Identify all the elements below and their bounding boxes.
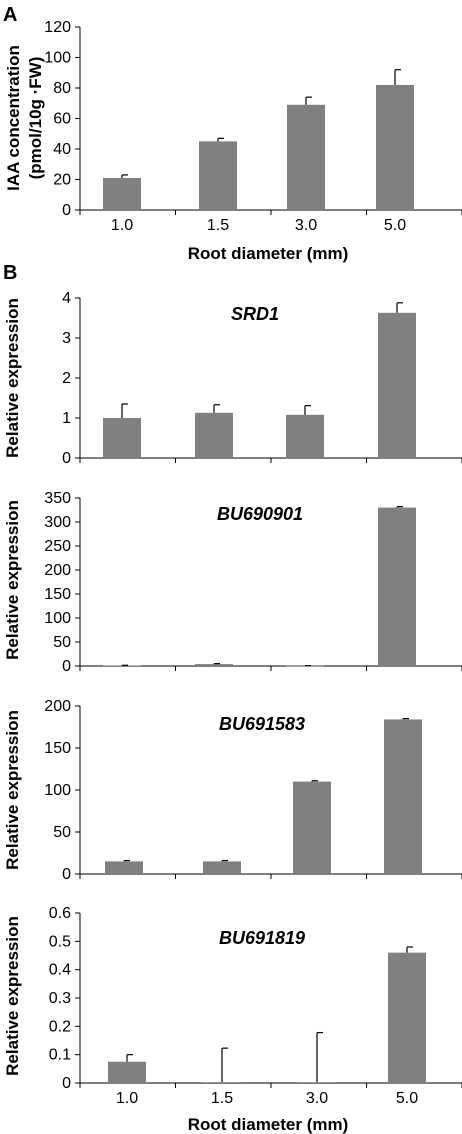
x-axis-label: Root diameter (mm) (188, 1115, 349, 1134)
y-tick-label: 40 (53, 141, 71, 158)
chart-panel-3: 0 50 100 150 200 250 300 350 Relative expression… (3, 490, 462, 675)
y-axis-label-line2: (pmol/10g ·FW) (26, 57, 45, 180)
panel-letter: A (3, 4, 17, 26)
x-axis-label: Root diameter (mm) (188, 244, 349, 263)
bar (195, 664, 233, 666)
x-tick-label: 5.0 (384, 217, 406, 234)
y-tick-label: 0 (62, 1075, 71, 1092)
y-axis-label: Relative expression (3, 500, 22, 660)
bar (203, 861, 241, 874)
y-tick-label: 100 (44, 782, 71, 799)
y-tick-label: 120 (44, 19, 71, 36)
y-tick-label: 0 (62, 658, 71, 675)
x-tick-label: 1.5 (211, 1090, 233, 1107)
y-tick-label: 60 (53, 111, 71, 128)
bar (286, 414, 324, 458)
bar (103, 418, 141, 458)
y-tick-label: 2 (62, 370, 71, 387)
bar (376, 84, 414, 210)
y-tick-label: 200 (44, 698, 71, 715)
y-axis-label: Relative expression (3, 298, 22, 458)
x-tick-label: 1.0 (116, 1090, 138, 1107)
y-tick-label: 0.6 (49, 905, 71, 922)
x-tick-label: 3.0 (295, 217, 317, 234)
y-tick-label: 4 (62, 290, 71, 307)
chart-panel-2: B 0 1 2 3 4 Relative expression SRD1 (3, 262, 462, 467)
y-tick-label: 1 (62, 410, 71, 427)
bar (195, 412, 233, 458)
y-tick-label: 80 (53, 80, 71, 97)
bar (298, 1082, 336, 1083)
y-tick-label: 200 (44, 562, 71, 579)
y-tick-label: 0.2 (49, 1018, 71, 1035)
bar (105, 861, 143, 874)
bar (287, 104, 325, 210)
x-tick-label: 5.0 (396, 1090, 418, 1107)
bar (203, 1082, 241, 1083)
y-tick-label: 50 (53, 824, 71, 841)
gene-name: BU691583 (219, 714, 305, 734)
x-tick-label: 3.0 (306, 1090, 328, 1107)
y-axis-label: Relative expression (3, 916, 22, 1076)
y-tick-label: 0.3 (49, 990, 71, 1007)
chart-panel-4: 0 50 100 150 200 Relative expression BU691583 (3, 698, 462, 883)
y-tick-label: 0 (62, 202, 71, 219)
bar (108, 1061, 146, 1083)
y-axis-label-line1: IAA concentration (4, 45, 23, 191)
y-tick-label: 300 (44, 514, 71, 531)
bar (384, 719, 422, 874)
y-tick-label: 350 (44, 490, 71, 507)
y-tick-label: 0.1 (49, 1047, 71, 1064)
y-tick-label: 0 (62, 866, 71, 883)
y-axis-label: Relative expression (3, 710, 22, 870)
bar (388, 952, 426, 1083)
y-tick-label: 3 (62, 330, 71, 347)
bar (378, 507, 416, 666)
y-tick-label: 20 (53, 172, 71, 189)
chart-panel-5: 0 0.1 0.2 0.3 0.4 0.5 0.6 1.0 1.5 3.0 5.0 Root diam… (3, 905, 462, 1134)
panel-letter: B (3, 262, 17, 284)
y-tick-label: 0 (62, 450, 71, 467)
y-tick-label: 100 (44, 50, 71, 67)
bar (293, 781, 331, 874)
x-tick-label: 1.0 (111, 217, 133, 234)
y-tick-label: 100 (44, 610, 71, 627)
y-tick-label: 50 (53, 634, 71, 651)
y-tick-label: 150 (44, 740, 71, 757)
y-tick-label: 0.4 (49, 962, 71, 979)
bar (378, 312, 416, 458)
gene-name: BU691819 (219, 928, 305, 948)
chart-panel-1: A 0 20 40 60 80 100 120 1.0 1.5 3.0 5.0 Root diamete… (3, 4, 462, 263)
y-tick-label: 250 (44, 538, 71, 555)
y-tick-label: 150 (44, 586, 71, 603)
gene-name: SRD1 (231, 304, 279, 324)
bar (199, 141, 237, 210)
gene-name: BU690901 (217, 504, 303, 524)
y-tick-label: 0.5 (49, 933, 71, 950)
x-tick-label: 1.5 (207, 217, 229, 234)
bar (103, 177, 141, 210)
